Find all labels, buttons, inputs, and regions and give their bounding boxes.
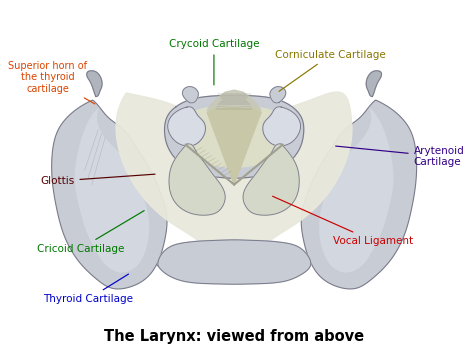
Text: Superior horn of
the thyroid
cartilage: Superior horn of the thyroid cartilage	[9, 60, 95, 104]
Text: Corniculate Cartilage: Corniculate Cartilage	[275, 50, 386, 91]
Text: Crycoid Cartilage: Crycoid Cartilage	[169, 39, 259, 85]
Polygon shape	[207, 90, 261, 110]
Polygon shape	[164, 95, 304, 178]
Polygon shape	[270, 87, 286, 103]
Polygon shape	[366, 71, 382, 97]
Polygon shape	[87, 71, 102, 97]
PathPatch shape	[52, 100, 167, 289]
Text: The Larynx: viewed from above: The Larynx: viewed from above	[104, 329, 364, 344]
Polygon shape	[169, 144, 225, 215]
Polygon shape	[182, 87, 198, 103]
Polygon shape	[158, 240, 311, 284]
Polygon shape	[263, 107, 301, 146]
Text: Cricoid Cartilage: Cricoid Cartilage	[36, 211, 144, 254]
Text: Vocal Ligament: Vocal Ligament	[273, 196, 413, 246]
Polygon shape	[243, 144, 299, 215]
Polygon shape	[168, 107, 205, 146]
PathPatch shape	[301, 100, 417, 289]
Text: Glottis: Glottis	[40, 174, 155, 186]
Polygon shape	[116, 92, 352, 251]
Polygon shape	[181, 107, 287, 167]
Text: Arytenoid
Cartilage: Arytenoid Cartilage	[336, 146, 465, 167]
PathPatch shape	[75, 107, 149, 273]
PathPatch shape	[319, 107, 393, 273]
Text: Thyroid Cartilage: Thyroid Cartilage	[43, 274, 133, 304]
Polygon shape	[207, 108, 261, 185]
